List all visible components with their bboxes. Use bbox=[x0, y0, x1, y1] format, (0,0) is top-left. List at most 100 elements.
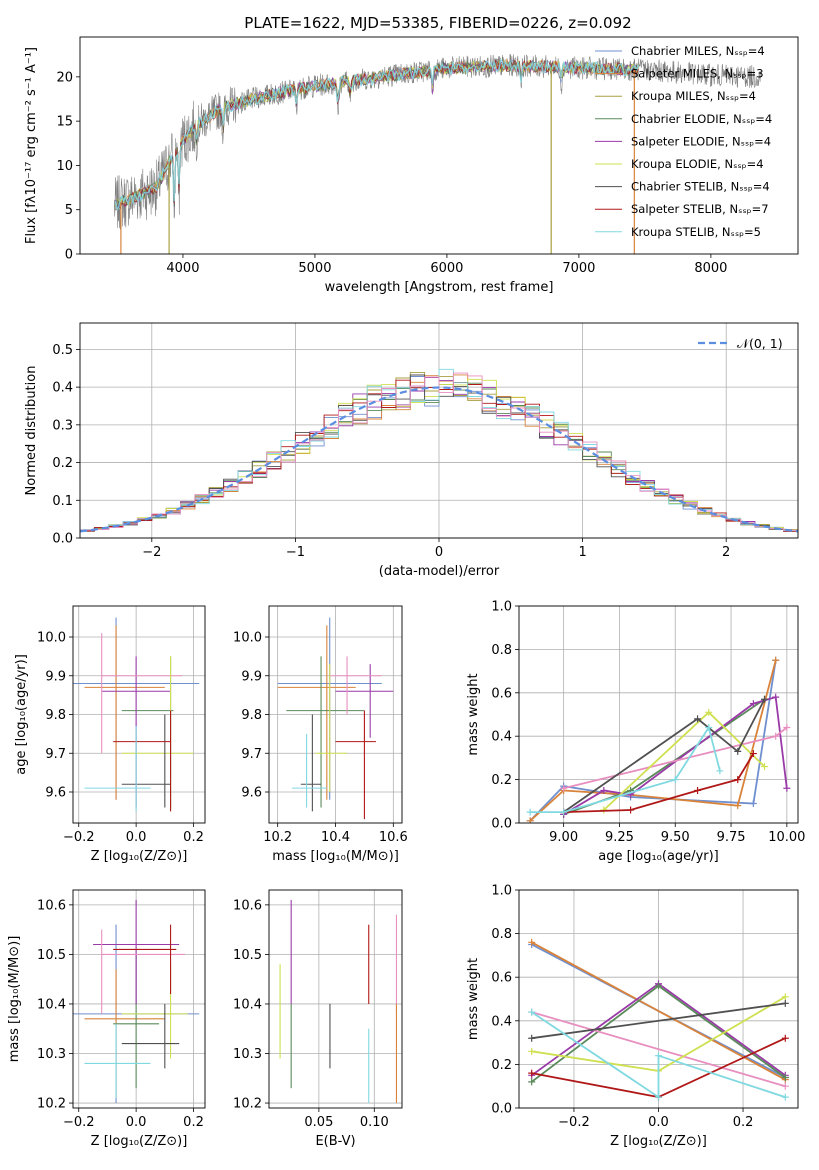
x-axis-label: age [log₁₀(age/yr)] bbox=[598, 849, 719, 864]
y-tick-label: 1.0 bbox=[491, 600, 512, 615]
y-tick-label: 0.2 bbox=[52, 456, 73, 471]
mass-weight-marker bbox=[781, 1073, 789, 1081]
mass-weight-marker bbox=[749, 700, 757, 708]
age-vs-mass-panel: 10.2 10.4 10.6 9.6 9.7 9.8 9.9 10.0 mass [log₁₀(… bbox=[233, 605, 408, 864]
y-tick-label: 9.8 bbox=[45, 708, 66, 723]
y-tick-label: 10.4 bbox=[37, 997, 66, 1012]
x-tick-label: −0.2 bbox=[558, 1115, 590, 1130]
figure-title: PLATE=1622, MJD=53385, FIBERID=0226, z=0… bbox=[244, 14, 631, 32]
mass-weight-marker bbox=[560, 784, 568, 792]
x-tick-label: 9.75 bbox=[717, 830, 746, 845]
mass-weight-marker bbox=[783, 724, 791, 732]
mass-weight-marker bbox=[734, 747, 742, 755]
y-tick-label: 0.1 bbox=[52, 494, 73, 509]
y-axis-label: mass weight bbox=[466, 673, 481, 755]
y-tick-label: 9.7 bbox=[45, 747, 66, 762]
x-tick-label: 0 bbox=[435, 545, 443, 560]
mass-weight-marker bbox=[528, 1047, 536, 1055]
errorbar-points bbox=[279, 899, 398, 1104]
mass-weight-marker bbox=[655, 1052, 662, 1060]
x-axis-label: Z [log₁₀(Z/Z⊙)] bbox=[91, 849, 188, 864]
legend-label: Kroupa MILES, Nₛₛₚ=4 bbox=[631, 89, 756, 103]
x-tick-label: −1 bbox=[286, 545, 305, 560]
age_vs_mass-axes-frame bbox=[268, 605, 403, 824]
legend-label: Kroupa STELIB, Nₛₛₚ=5 bbox=[631, 225, 761, 239]
x-axis-label: wavelength [Angstrom, rest frame] bbox=[325, 280, 554, 295]
y-tick-label: 0.4 bbox=[491, 1014, 512, 1029]
y-tick-label: 0 bbox=[65, 248, 73, 263]
age-vs-Z-panel: −0.2 0.0 0.2 9.6 9.7 9.8 9.9 10.0 Z [log₁₀(Z/Z⊙)… bbox=[14, 605, 206, 864]
mass-weight-line bbox=[531, 941, 786, 1081]
x-axis-label: mass [log₁₀(M/M⊙)] bbox=[272, 849, 399, 864]
mass-weight-marker bbox=[694, 715, 702, 723]
model-spectrum-line bbox=[115, 59, 639, 211]
mass-weight-marker bbox=[655, 982, 662, 990]
x-tick-label: 8000 bbox=[694, 261, 727, 276]
mass-weight-marker bbox=[772, 656, 780, 664]
mass-weight-marker bbox=[781, 999, 789, 1007]
mass-weight-marker bbox=[526, 808, 534, 816]
y-tick-label: 10.4 bbox=[233, 997, 262, 1012]
mass-weight-marker bbox=[528, 1034, 536, 1042]
y-tick-label: 9.6 bbox=[45, 786, 66, 801]
mass-weight-marker bbox=[734, 776, 742, 784]
errorbar-points bbox=[73, 617, 200, 812]
mass-weight-marker bbox=[528, 1078, 536, 1086]
x-axis-label: E(B-V) bbox=[315, 1134, 355, 1149]
x-tick-label: 10.6 bbox=[379, 830, 408, 845]
mass-weight-marker bbox=[694, 786, 702, 794]
y-tick-label: 10.5 bbox=[37, 948, 66, 963]
mass_vs_ebv-axes-frame bbox=[268, 889, 403, 1109]
y-tick-label: 10.0 bbox=[37, 631, 66, 646]
x-axis-label: Z [log₁₀(Z/Z⊙)] bbox=[610, 1134, 707, 1149]
mass-weight-line bbox=[563, 698, 766, 813]
y-tick-label: 1.0 bbox=[491, 884, 512, 899]
mass-weight-marker bbox=[749, 799, 757, 807]
x-tick-label: 4000 bbox=[166, 261, 199, 276]
mass-weight-marker bbox=[528, 1008, 536, 1016]
mass_vs_Z-axes-frame bbox=[72, 889, 206, 1109]
x-tick-label: 0.10 bbox=[360, 1115, 389, 1130]
y-tick-label: 0.8 bbox=[491, 927, 512, 942]
y-tick-label: 10.2 bbox=[37, 1097, 66, 1112]
mass-weight-marker bbox=[761, 763, 769, 771]
x-axis-label: Z [log₁₀(Z/Z⊙)] bbox=[91, 1134, 188, 1149]
mass-weight-marker bbox=[600, 786, 608, 794]
legend-label: Salpeter MILES, Nₛₛₚ=3 bbox=[631, 67, 764, 81]
massweight_vs_Z-axes-frame bbox=[518, 889, 799, 1109]
y-tick-label: 9.8 bbox=[241, 708, 262, 723]
mass-weight-marker bbox=[526, 817, 534, 823]
y-axis-label: mass [log₁₀(M/M⊙)] bbox=[7, 936, 22, 1063]
y-tick-label: 10.3 bbox=[233, 1047, 262, 1062]
mass-weight-marker bbox=[671, 776, 679, 784]
x-tick-label: 0.2 bbox=[183, 1115, 204, 1130]
errorbar-points bbox=[73, 899, 200, 1104]
mass-weight-line bbox=[531, 1011, 786, 1088]
x-tick-label: 0.0 bbox=[126, 1115, 147, 1130]
y-axis-label: age [log₁₀(age/yr)] bbox=[14, 654, 29, 775]
y-tick-label: 0.2 bbox=[491, 1058, 512, 1073]
mass-weight-marker bbox=[772, 732, 780, 740]
y-tick-label: 0.8 bbox=[491, 643, 512, 658]
y-tick-label: 10.6 bbox=[233, 898, 262, 913]
mass-weight-marker bbox=[528, 1069, 536, 1077]
y-tick-label: 10.3 bbox=[37, 1047, 66, 1062]
mass-weight-marker bbox=[655, 1093, 662, 1101]
mass-weight-marker bbox=[781, 993, 789, 1001]
legend-label: Chabrier STELIB, Nₛₛₚ=4 bbox=[631, 180, 770, 194]
x-tick-label: −0.2 bbox=[63, 830, 95, 845]
y-tick-label: 0.0 bbox=[491, 817, 512, 832]
y-tick-label: 10.5 bbox=[233, 948, 262, 963]
x-tick-label: 2 bbox=[722, 545, 730, 560]
mass-weight-marker bbox=[705, 708, 713, 716]
x-tick-label: 1 bbox=[578, 545, 586, 560]
mass-weight-marker bbox=[734, 802, 742, 810]
mass-weight-line bbox=[563, 695, 788, 816]
y-tick-label: 0.6 bbox=[491, 971, 512, 986]
age_vs_Z-axes-frame bbox=[72, 605, 206, 824]
mass-vs-Z-panel: −0.2 0.0 0.2 10.2 10.3 10.4 10.5 10.6 Z [log₁₀(Z… bbox=[7, 889, 206, 1149]
y-tick-label: 10.2 bbox=[233, 1097, 262, 1112]
spectrum-lines bbox=[114, 54, 762, 254]
x-tick-label: −2 bbox=[142, 545, 161, 560]
